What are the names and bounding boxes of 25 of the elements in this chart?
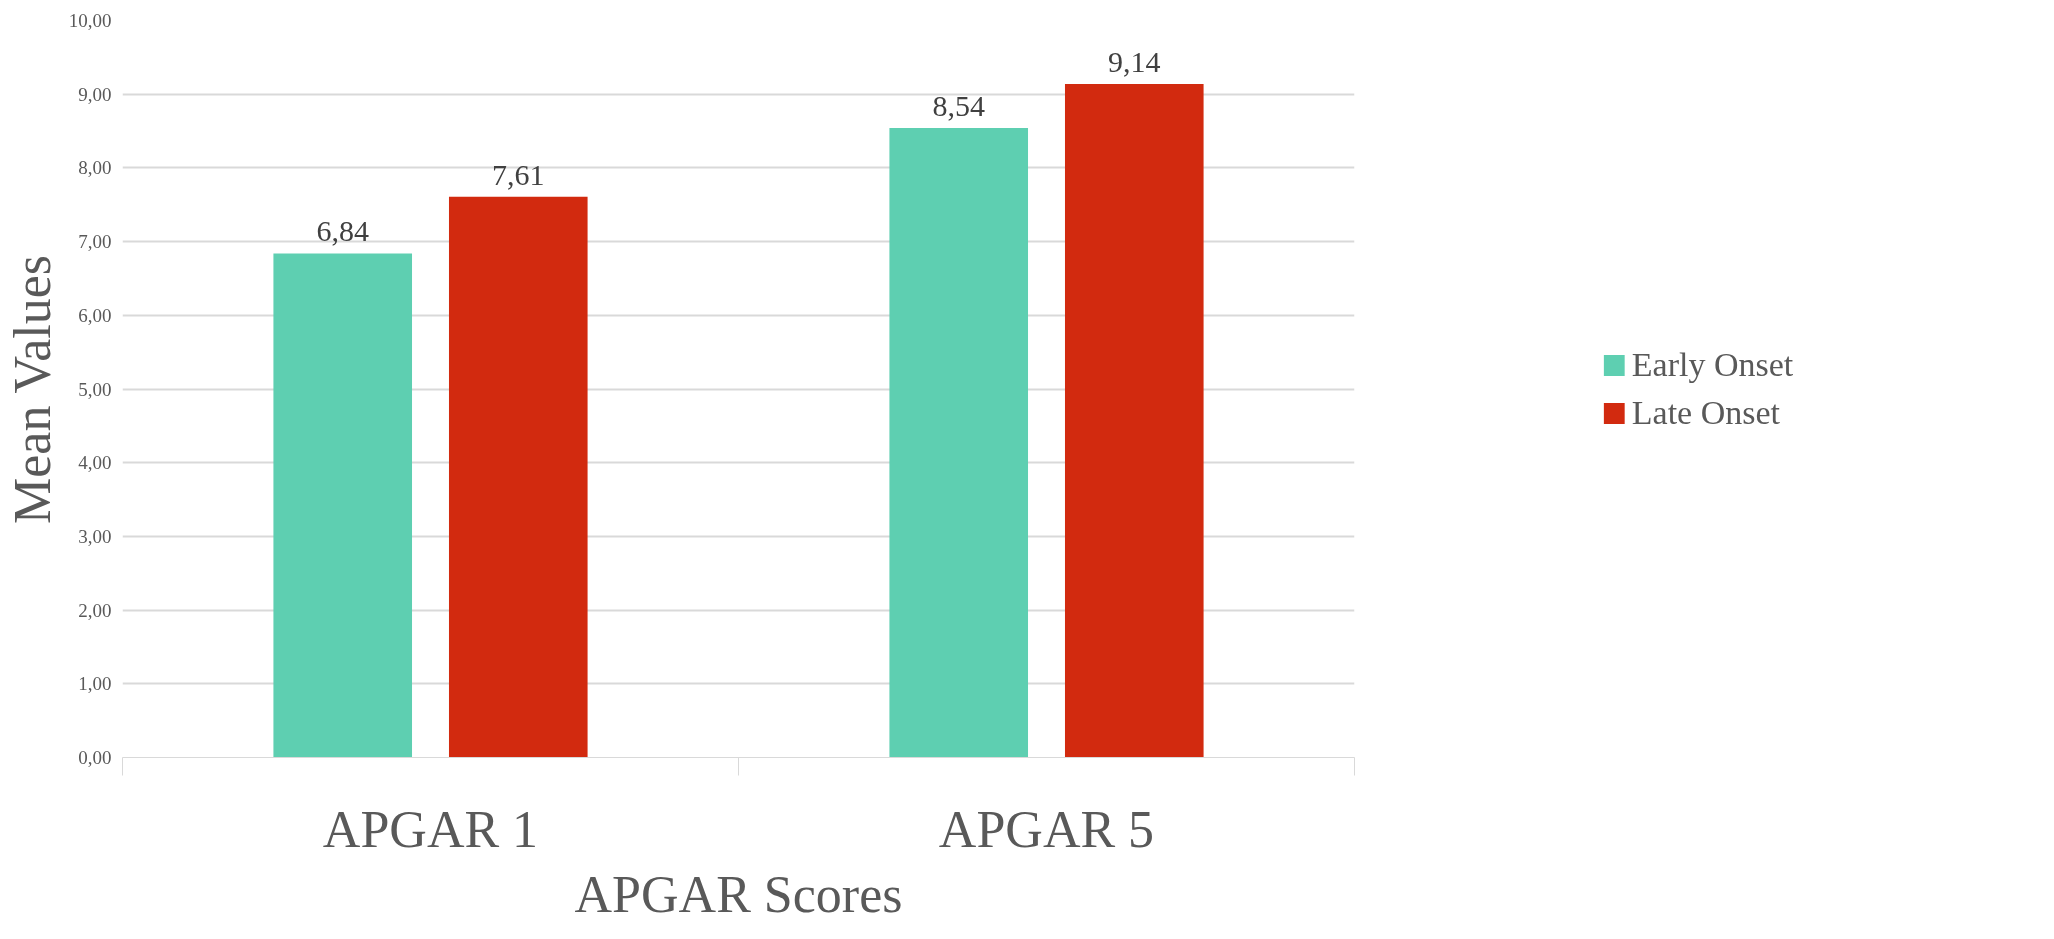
y-tick-label: 6,00 — [78, 304, 112, 326]
data-label: 8,54 — [932, 89, 985, 123]
y-tick-label: 0,00 — [78, 747, 112, 768]
y-tick-label: 4,00 — [78, 452, 112, 474]
bar — [448, 196, 588, 758]
y-tick-label: 1,00 — [78, 673, 112, 695]
x-axis-title: APGAR Scores — [574, 865, 903, 923]
data-label: 9,14 — [1108, 44, 1161, 78]
y-tick-label: 7,00 — [78, 231, 112, 253]
legend-label: Late Onset — [1631, 393, 1780, 432]
y-axis-title: Mean Values — [3, 254, 61, 525]
legend-label: Early Onset — [1631, 345, 1794, 384]
x-tick-label: APGAR 5 — [938, 800, 1155, 858]
y-tick-label: 5,00 — [78, 378, 112, 400]
data-label: 7,61 — [492, 157, 545, 191]
bar — [889, 128, 1029, 758]
bar — [1064, 83, 1204, 758]
bar — [273, 253, 413, 758]
y-tick-label: 10,00 — [68, 10, 112, 31]
y-tick-label: 8,00 — [78, 157, 112, 179]
data-label: 6,84 — [316, 214, 369, 248]
x-tick-label: APGAR 1 — [322, 800, 539, 858]
y-tick-label: 3,00 — [78, 525, 112, 547]
y-tick-label: 2,00 — [78, 599, 112, 621]
y-tick-label: 9,00 — [78, 83, 112, 105]
